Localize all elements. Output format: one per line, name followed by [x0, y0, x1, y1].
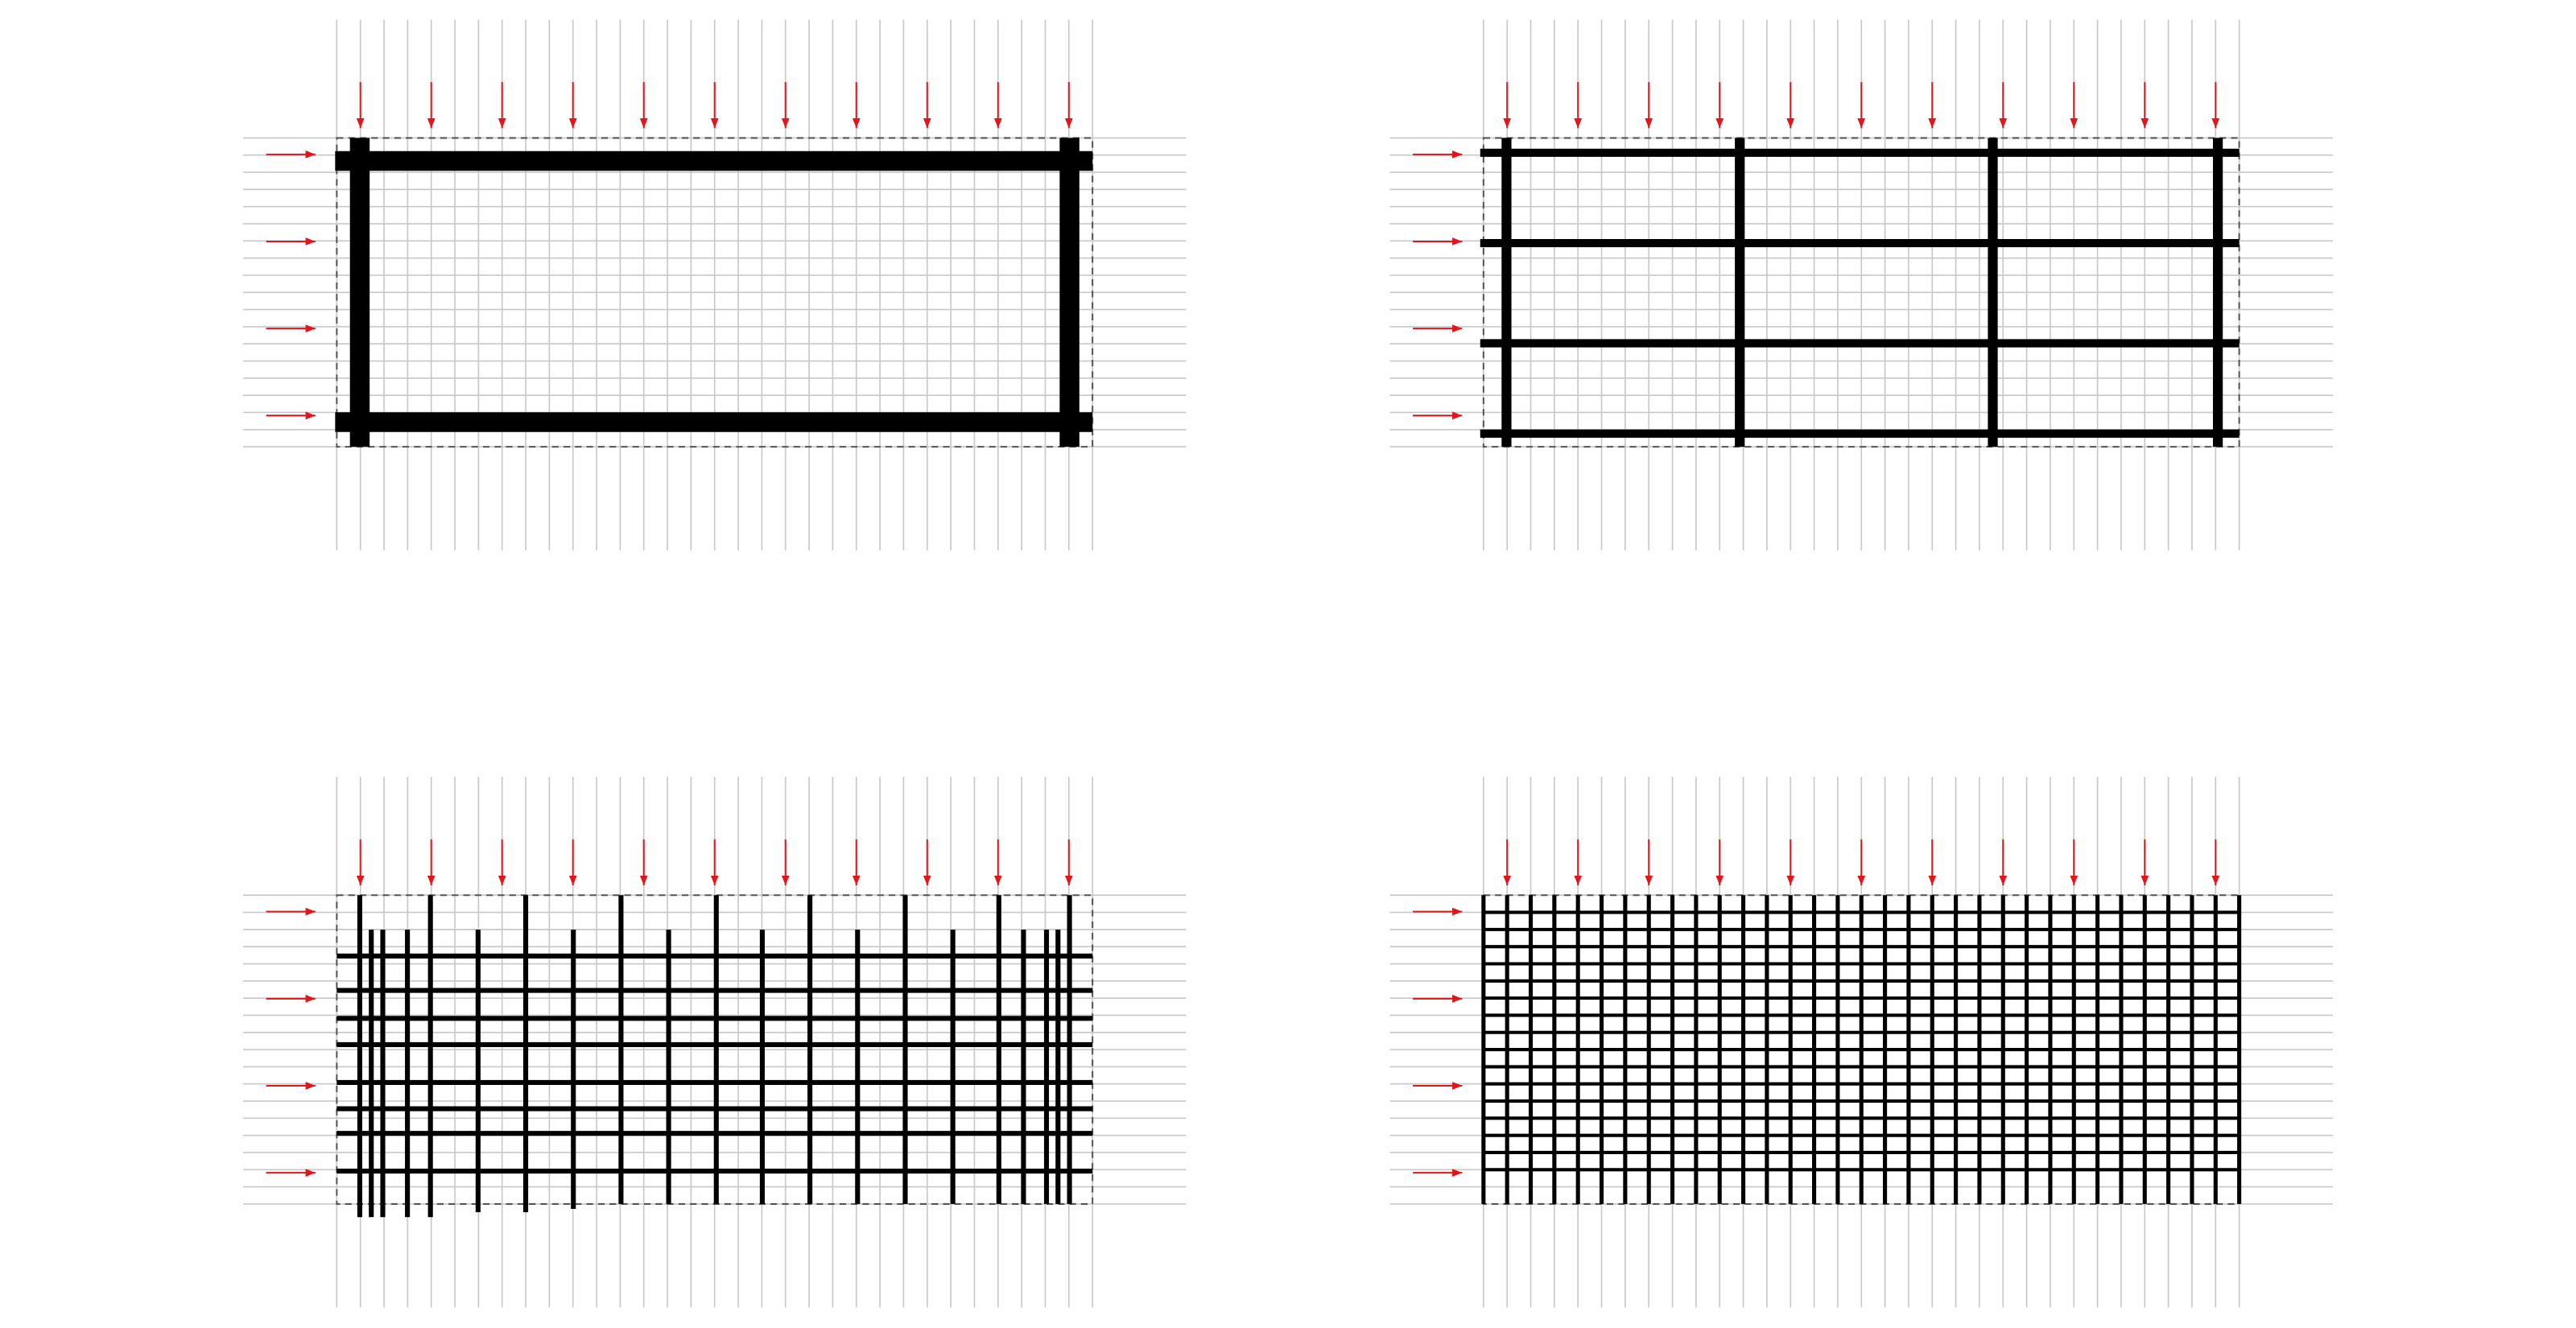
boundary: [1482, 137, 2240, 448]
boundary: [336, 137, 1094, 448]
panel: [243, 19, 1187, 551]
panel: [243, 777, 1187, 1308]
panel: [1389, 19, 2333, 551]
panel: [1389, 777, 2333, 1308]
